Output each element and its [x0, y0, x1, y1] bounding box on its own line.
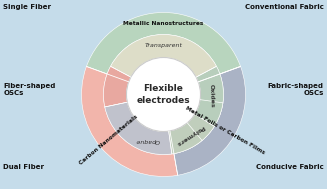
Wedge shape	[187, 100, 223, 140]
Wedge shape	[195, 66, 223, 126]
Circle shape	[127, 57, 200, 132]
Wedge shape	[104, 66, 131, 107]
Wedge shape	[81, 67, 178, 177]
Text: Conventional Fabric: Conventional Fabric	[245, 4, 324, 10]
Wedge shape	[105, 102, 202, 154]
Wedge shape	[174, 67, 246, 175]
Text: Fiber-shaped
OSCs: Fiber-shaped OSCs	[3, 83, 56, 96]
Wedge shape	[169, 114, 215, 154]
Text: Flexible
electrodes: Flexible electrodes	[137, 84, 190, 105]
Wedge shape	[111, 35, 216, 77]
Text: Carbon Nanomaterials: Carbon Nanomaterials	[79, 114, 139, 166]
Wedge shape	[86, 12, 241, 74]
Text: Oxides: Oxides	[209, 84, 215, 108]
Text: Transparent: Transparent	[145, 43, 182, 49]
Text: Opaque: Opaque	[135, 138, 160, 143]
Text: Metal Foils or Carbon Films: Metal Foils or Carbon Films	[184, 105, 266, 155]
Text: Fabric-shaped
OSCs: Fabric-shaped OSCs	[268, 83, 324, 96]
Text: Single Fiber: Single Fiber	[3, 4, 51, 10]
Text: Conducive Fabric: Conducive Fabric	[256, 164, 324, 170]
Text: Dual Fiber: Dual Fiber	[3, 164, 44, 170]
Text: Polymers: Polymers	[175, 124, 205, 146]
Text: Metallic Nanostructures: Metallic Nanostructures	[123, 21, 204, 26]
